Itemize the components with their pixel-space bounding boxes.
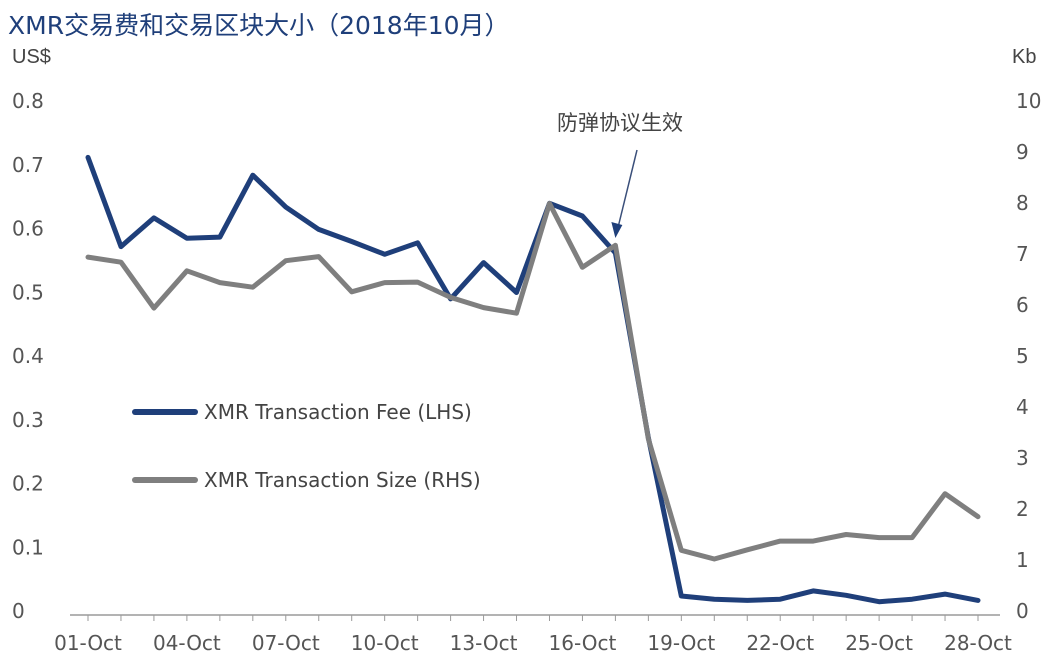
legend-label: XMR Transaction Size (RHS): [204, 468, 481, 492]
y-right-tick-label: 1: [1016, 548, 1029, 572]
y-right-tick-label: 0: [1016, 599, 1029, 623]
x-tick-label: 07-Oct: [252, 631, 320, 655]
y-left-tick-label: 0: [12, 599, 25, 623]
x-tick-label: 28-Oct: [944, 631, 1012, 655]
x-tick-label: 22-Oct: [746, 631, 814, 655]
annotation-arrow-shaft: [617, 149, 638, 227]
y-left-tick-label: 0.4: [12, 344, 44, 368]
y-right-tick-label: 3: [1016, 446, 1029, 470]
annotation-arrow-head: [611, 222, 623, 238]
y-right-tick-label: 6: [1016, 293, 1029, 317]
right-axis-unit: Kb: [1012, 46, 1037, 68]
annotation-text: 防弹协议生效: [557, 111, 683, 135]
x-tick-label: 19-Oct: [647, 631, 715, 655]
y-right-tick-label: 10: [1016, 89, 1041, 113]
x-tick-label: 16-Oct: [549, 631, 617, 655]
y-right-tick-label: 9: [1016, 140, 1029, 164]
y-left-tick-label: 0.8: [12, 89, 44, 113]
y-right-tick-label: 8: [1016, 191, 1029, 215]
y-left-tick-label: 0.2: [12, 472, 44, 496]
y-left-tick-label: 0.6: [12, 217, 44, 241]
chart-title: XMR交易费和交易区块大小（2018年10月）: [8, 11, 510, 40]
fee-series-line: [85, 154, 981, 605]
x-tick-label: 13-Oct: [450, 631, 518, 655]
y-left-tick-label: 0.7: [12, 153, 44, 177]
y-left-tick-label: 0.5: [12, 280, 44, 304]
y-right-tick-label: 5: [1016, 344, 1029, 368]
x-tick-label: 25-Oct: [845, 631, 913, 655]
y-right-tick-label: 7: [1016, 242, 1029, 266]
x-tick-label: 01-Oct: [54, 631, 122, 655]
left-axis-unit: US$: [12, 46, 51, 68]
size-series-line: [85, 201, 981, 562]
x-tick-label: 10-Oct: [351, 631, 419, 655]
y-left-tick-label: 0.1: [12, 535, 44, 559]
y-right-tick-label: 2: [1016, 497, 1029, 521]
y-left-tick-label: 0.3: [12, 408, 44, 432]
x-tick-label: 04-Oct: [153, 631, 221, 655]
legend-label: XMR Transaction Fee (LHS): [204, 400, 472, 424]
y-right-tick-label: 4: [1016, 395, 1029, 419]
